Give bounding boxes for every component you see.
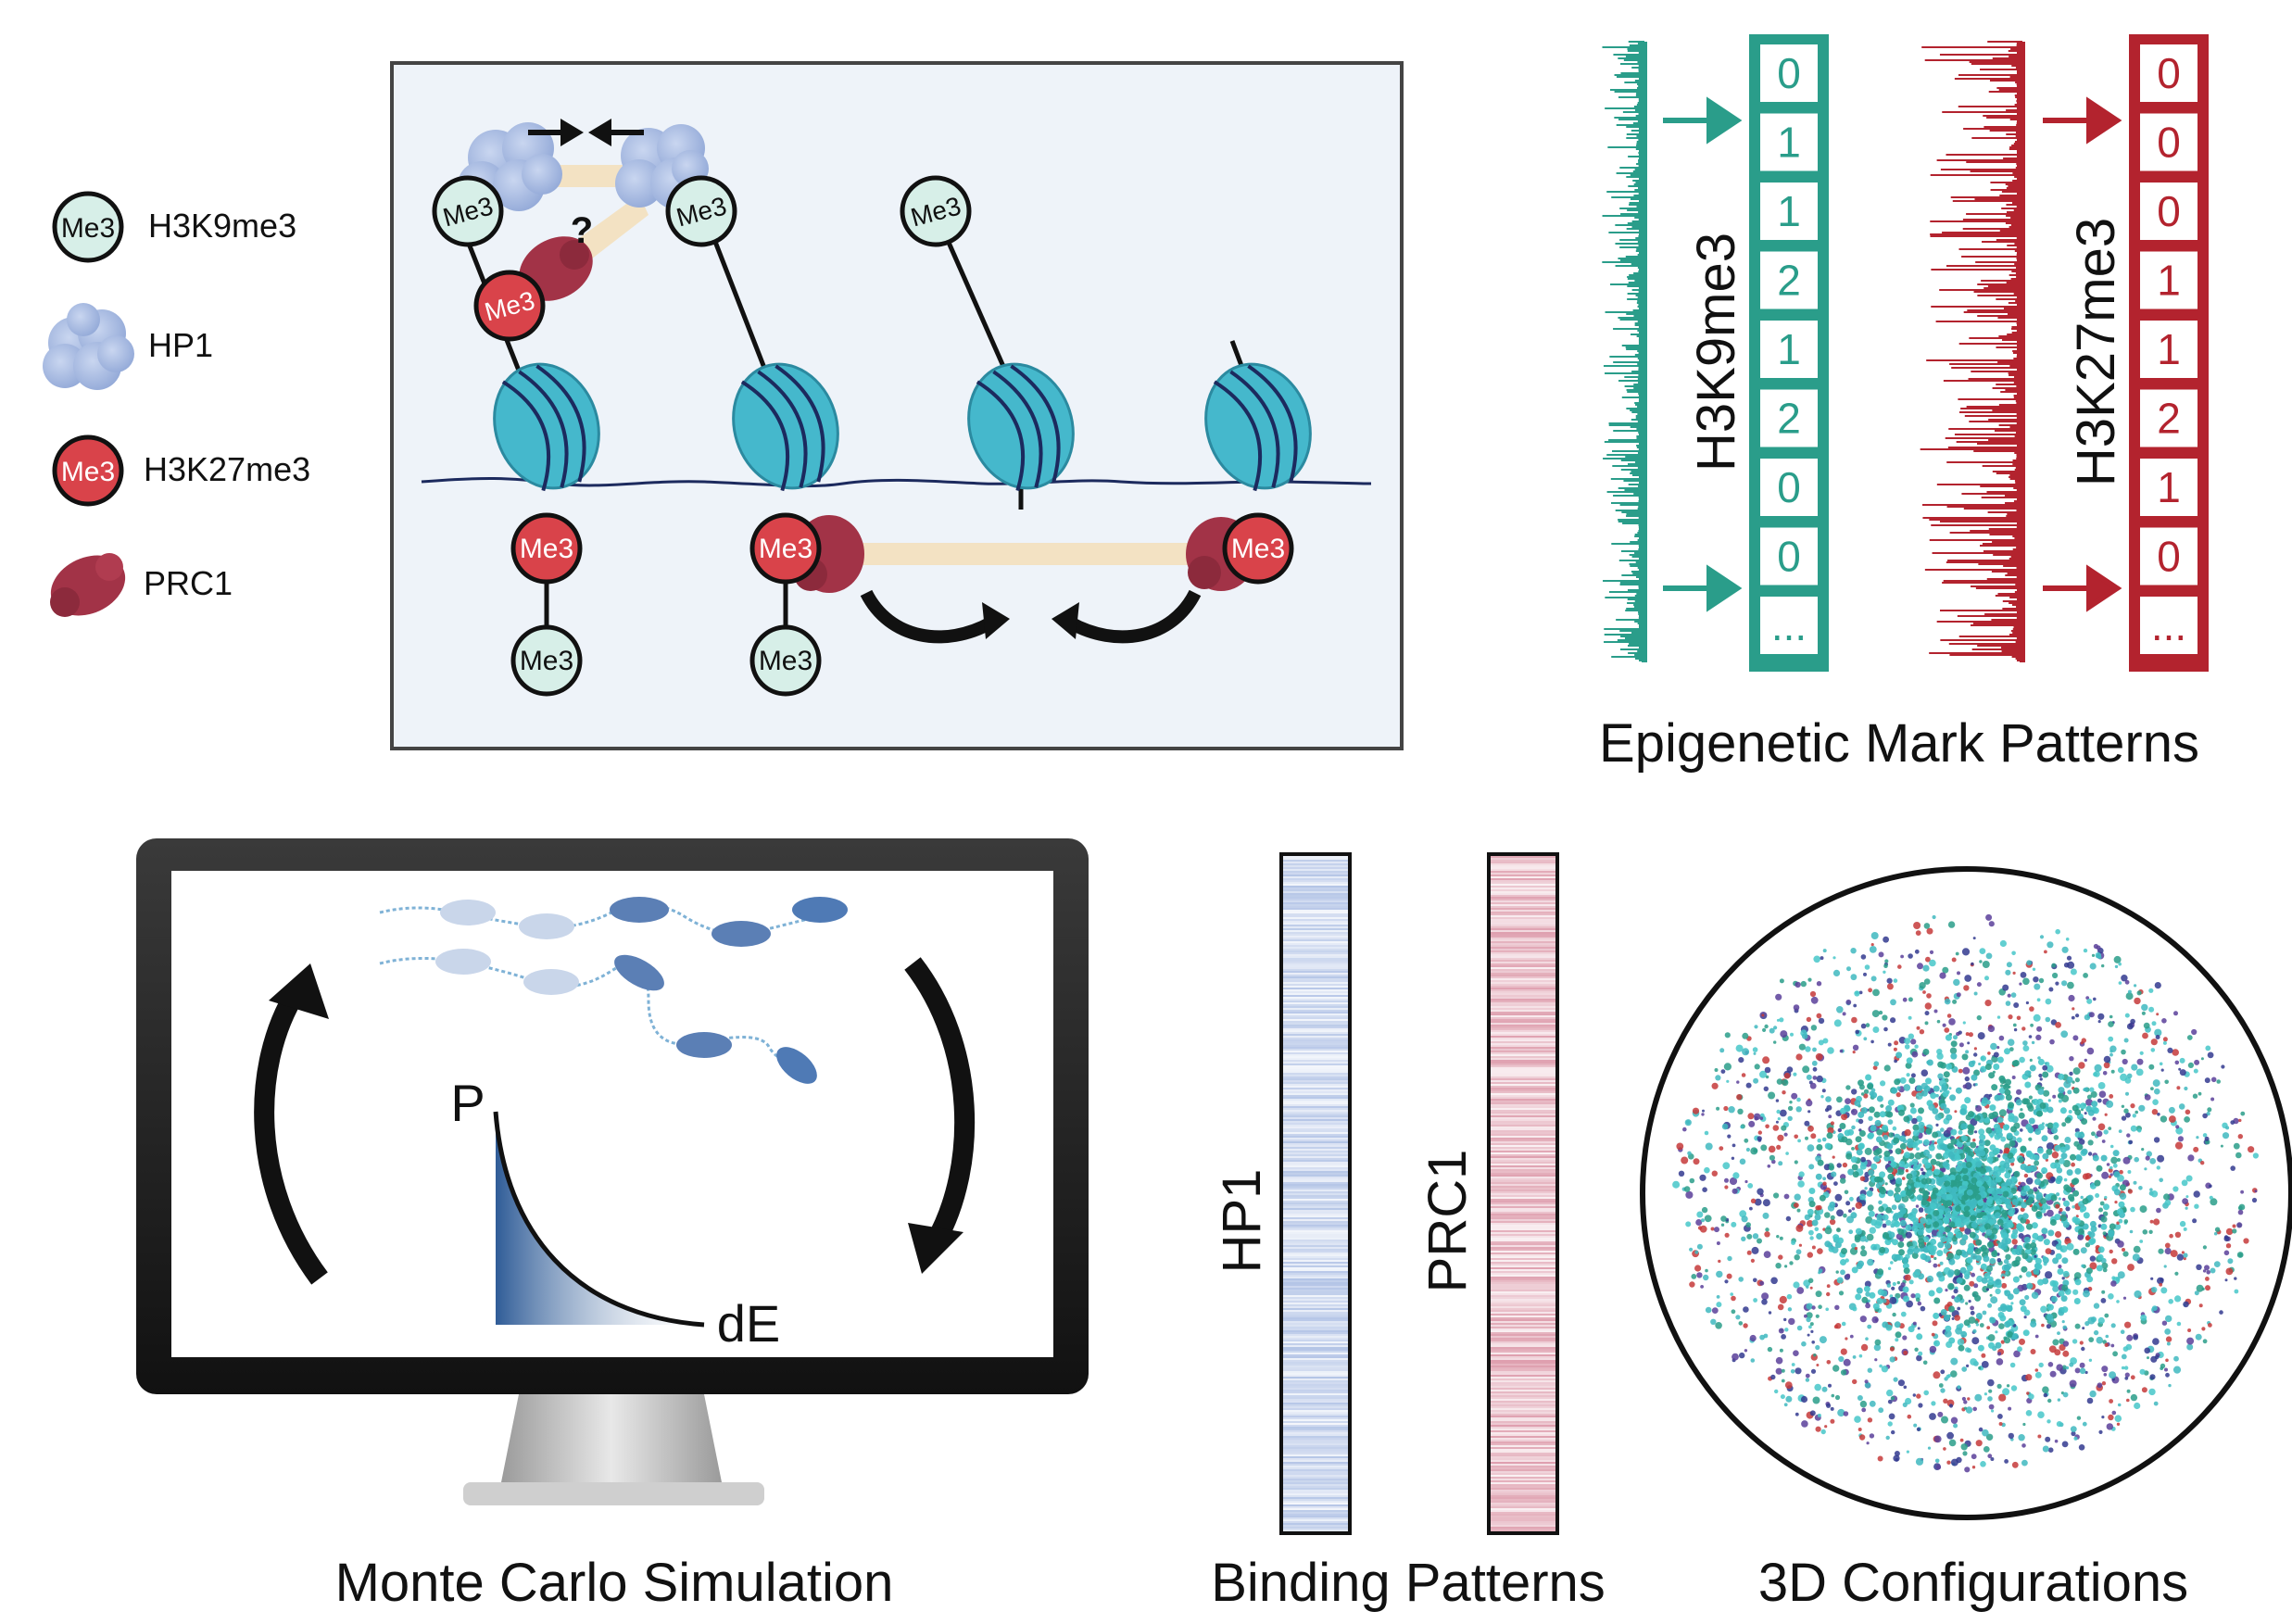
cycle-arrow-down-icon xyxy=(904,957,976,1247)
configurations-caption: 3D Configurations xyxy=(1758,1553,2188,1613)
legend-badge-text: Me3 xyxy=(61,213,115,244)
curved-arrow-left-icon xyxy=(1066,589,1202,644)
h3k9me3-state-column: 0 1 1 2 1 2 0 0... xyxy=(1749,34,1829,672)
legend-label-hp1: HP1 xyxy=(148,326,213,364)
mark-patterns-caption: Epigenetic Mark Patterns xyxy=(1599,713,2199,774)
teal-arrow-bottom-icon xyxy=(1663,564,1743,612)
state-value: ... xyxy=(2151,601,2186,649)
me3-teal-2: Me3 xyxy=(665,175,737,247)
hp1-binding-bar xyxy=(1281,854,1350,1533)
monte-carlo-caption: Monte Carlo Simulation xyxy=(335,1553,894,1613)
binding-patterns-panel: HP1 PRC1 Binding Patterns xyxy=(1211,852,1606,1613)
legend-label-h3k27me3: H3K27me3 xyxy=(144,450,310,488)
mark-patterns-panel: H3K9me3 H3K27me3 0 1 1 2 1 2 0 0... 0 0 0 1 1 2 1 0...… xyxy=(1599,34,2209,774)
me3-red-3: Me3 xyxy=(1222,512,1294,585)
state-value: 0 xyxy=(2157,119,2181,167)
state-value: 0 xyxy=(1777,533,1801,581)
monitor-base xyxy=(463,1482,764,1505)
h3k9me3-signal-track xyxy=(1602,41,1647,662)
me3-teal-1: Me3 xyxy=(432,175,504,247)
state-value: ... xyxy=(1771,601,1807,649)
chromatin-chain-lower xyxy=(379,949,817,1084)
p-axis-label: P xyxy=(450,1074,485,1132)
prc1-bar-label: PRC1 xyxy=(1417,1150,1478,1293)
h3k9me3-badge-icon xyxy=(52,191,124,263)
state-value: 1 xyxy=(2157,325,2181,373)
me3-teal-3: Me3 xyxy=(900,175,972,247)
svg-text:Me3: Me3 xyxy=(520,646,573,676)
legend-item-h3k9me3: Me3 H3K9me3 xyxy=(52,191,296,263)
prc1-binding-bar xyxy=(1489,854,1557,1533)
converge-arrow-right-icon xyxy=(528,119,584,146)
curved-arrow-right-icon xyxy=(860,589,995,644)
me3-teal-bottom-2: Me3 xyxy=(749,624,822,697)
converge-arrow-left-icon xyxy=(588,119,644,146)
state-value: 2 xyxy=(2157,395,2181,443)
acceptance-curve-fill xyxy=(496,1112,704,1325)
state-value: 1 xyxy=(1777,187,1801,235)
legend-item-hp1: HP1 xyxy=(43,303,213,390)
state-value: 0 xyxy=(2157,187,2181,235)
configurations-panel: 3D Configurations xyxy=(1640,866,2292,1613)
binding-patterns-caption: Binding Patterns xyxy=(1211,1553,1606,1613)
svg-text:Me3: Me3 xyxy=(759,534,812,564)
h3k27me3-state-column: 0 0 0 1 1 2 1 0... xyxy=(2129,34,2209,672)
svg-text:Me3: Me3 xyxy=(1231,534,1285,564)
mechanism-panel: Me3 Me3 Me3 Me3 ? Me3 Me3 Me3 Me3 xyxy=(390,61,1404,750)
uncertain-interaction-mark: ? xyxy=(571,210,593,251)
monte-carlo-panel: P dE Monte Carlo Simulation xyxy=(136,838,1089,1613)
state-value: 1 xyxy=(1777,325,1801,373)
legend-item-prc1: PRC1 xyxy=(50,553,233,617)
h3k27me3-badge-icon xyxy=(52,434,124,507)
state-value: 2 xyxy=(1777,395,1801,443)
hp1-protein-icon xyxy=(43,303,134,390)
de-axis-label: dE xyxy=(717,1294,781,1353)
legend-label-h3k9me3: H3K9me3 xyxy=(148,207,296,245)
state-value: 1 xyxy=(2157,257,2181,305)
nucleosome-4-icon xyxy=(1204,362,1312,492)
state-value: 2 xyxy=(1777,257,1801,305)
chromatin-chain-upper xyxy=(379,897,848,947)
state-value: 0 xyxy=(2157,533,2181,581)
polymer-configuration xyxy=(1672,913,2259,1473)
legend: Me3 H3K9me3 HP1 Me3 H3K27me3 xyxy=(43,191,310,617)
me3-red-top: Me3 xyxy=(473,270,546,342)
legend-item-h3k27me3: Me3 H3K27me3 xyxy=(52,434,310,507)
monitor-screen xyxy=(171,871,1053,1357)
red-arrow-bottom-icon xyxy=(2043,564,2122,612)
state-value: 1 xyxy=(1777,119,1801,167)
cycle-arrow-up-icon xyxy=(254,986,328,1285)
acceptance-curve xyxy=(493,1111,705,1328)
nucleosome-2-icon xyxy=(732,362,839,492)
me3-teal-bottom-1: Me3 xyxy=(510,624,583,697)
legend-badge-text: Me3 xyxy=(61,457,115,487)
h3k9me3-axis-label: H3K9me3 xyxy=(1686,233,1746,472)
state-value: 0 xyxy=(2157,49,2181,97)
h3k27me3-axis-label: H3K27me3 xyxy=(2066,218,2126,486)
state-value: 1 xyxy=(2157,463,2181,511)
prc1-bridge xyxy=(852,543,1195,565)
nucleosome-1-icon xyxy=(493,362,600,492)
state-value: 0 xyxy=(1777,463,1801,511)
me3-red-1: Me3 xyxy=(510,512,583,585)
svg-text:Me3: Me3 xyxy=(520,534,573,564)
svg-text:Me3: Me3 xyxy=(759,646,812,676)
h3k27me3-signal-track xyxy=(1920,41,2025,662)
me3-red-2: Me3 xyxy=(749,512,822,585)
state-value: 0 xyxy=(1777,49,1801,97)
teal-arrow-top-icon xyxy=(1663,96,1743,145)
monitor-stand xyxy=(500,1394,723,1487)
red-arrow-top-icon xyxy=(2043,96,2122,145)
nucleosome-3-icon xyxy=(967,362,1075,492)
hp1-bar-label: HP1 xyxy=(1212,1169,1272,1274)
legend-label-prc1: PRC1 xyxy=(144,564,233,602)
prc1-protein-icon xyxy=(50,553,126,617)
